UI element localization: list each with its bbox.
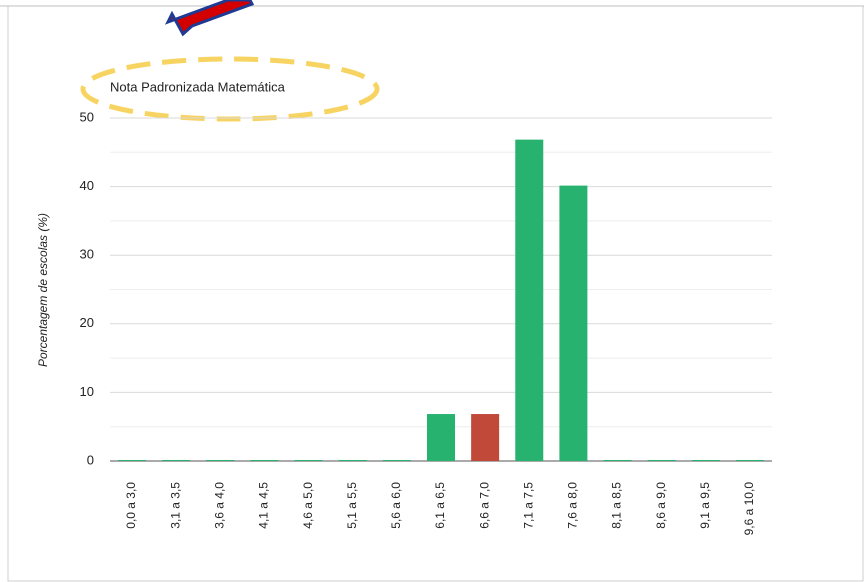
- bar: [691, 460, 720, 461]
- bar: [162, 460, 191, 461]
- x-tick-label: 7,1 a 7,5: [521, 482, 535, 529]
- bar: [603, 460, 632, 461]
- bar: [250, 460, 279, 461]
- arrow: [164, 0, 255, 37]
- x-tick-label: 8,1 a 8,5: [610, 482, 624, 529]
- bar: [427, 414, 455, 461]
- bar: [515, 139, 544, 461]
- x-tick-label: 0,0 a 3,0: [124, 482, 138, 529]
- y-tick-label: 10: [80, 384, 94, 399]
- bar: [559, 185, 588, 461]
- y-tick-label: 20: [80, 315, 94, 330]
- y-tick-label: 30: [80, 247, 94, 262]
- bar: [735, 460, 764, 461]
- x-tick-label: 3,1 a 3,5: [168, 482, 182, 529]
- x-tick-label: 5,6 a 6,0: [389, 482, 403, 529]
- x-tick-label: 4,6 a 5,0: [301, 482, 315, 529]
- x-tick-label: 6,1 a 6,5: [433, 482, 447, 529]
- bar: [338, 460, 367, 461]
- x-tick-label: 4,1 a 4,5: [257, 482, 271, 529]
- y-tick-label: 40: [80, 178, 94, 193]
- bar: [294, 460, 323, 461]
- x-tick-label: 6,6 a 7,0: [477, 482, 491, 529]
- x-tick-label: 8,6 a 9,0: [654, 482, 668, 529]
- frame: [7, 5, 864, 582]
- bar: [206, 460, 235, 461]
- bar: [382, 460, 411, 461]
- bar: [118, 460, 147, 461]
- x-tick-label: 9,6 a 10,0: [742, 482, 756, 536]
- highlight-ellipse: [80, 56, 380, 122]
- x-tick-label: 7,6 a 8,0: [566, 482, 580, 529]
- x-tick-label: 3,6 a 4,0: [213, 482, 227, 529]
- y-axis-label: Porcentagem de escolas (%): [36, 213, 50, 367]
- bar: [647, 460, 676, 461]
- bar: [471, 414, 500, 461]
- y-tick-label: 0: [87, 452, 94, 467]
- x-tick-label: 9,1 a 9,5: [698, 482, 712, 529]
- y-tick-label: 50: [80, 109, 94, 124]
- x-tick-label: 5,1 a 5,5: [345, 482, 359, 529]
- chart-title: Nota Padronizada Matemática: [110, 79, 286, 94]
